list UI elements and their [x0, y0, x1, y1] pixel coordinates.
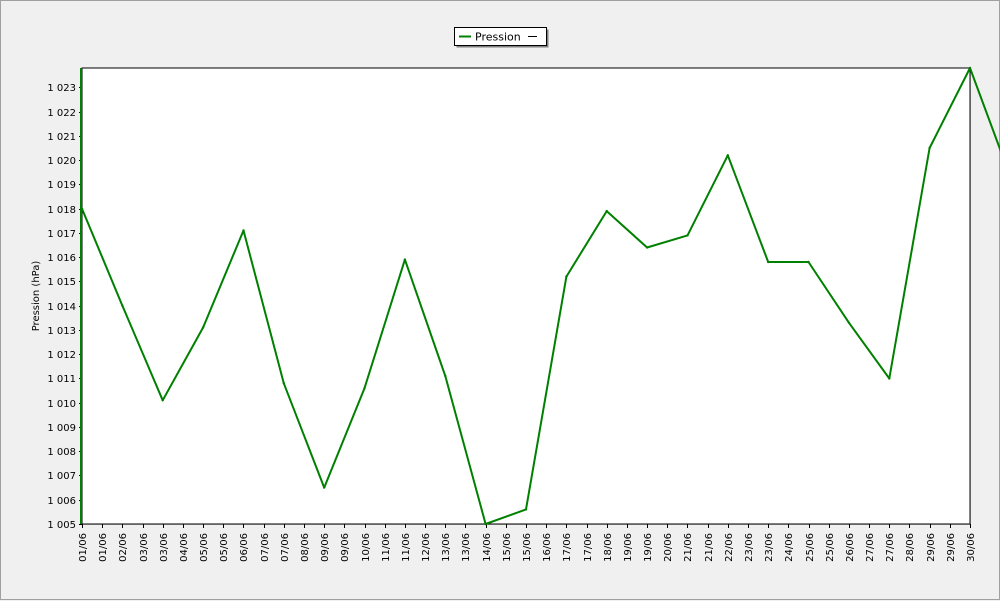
x-tick-label: 04/06 [179, 533, 190, 562]
x-tick-label: 19/06 [623, 533, 634, 562]
x-tick-label: 14/06 [482, 533, 493, 562]
x-tick-label: 09/06 [340, 533, 351, 562]
data-point [968, 66, 972, 70]
x-tick-label: 21/06 [704, 533, 715, 562]
data-point [767, 260, 770, 264]
data-point [847, 321, 851, 324]
data-point [726, 154, 729, 157]
legend-box[interactable] [454, 27, 547, 46]
y-tick-label: 1 012 [47, 350, 76, 361]
y-tick-label: 1 007 [47, 471, 76, 482]
x-tick-label: 13/06 [441, 533, 452, 562]
data-point [888, 377, 891, 380]
data-point [323, 486, 326, 489]
x-tick-label: 03/06 [139, 533, 150, 562]
x-tick-label: 28/06 [905, 533, 916, 562]
x-tick-label: 09/06 [320, 533, 331, 562]
y-tick-label: 1 009 [47, 423, 76, 434]
x-tick-label: 10/06 [361, 533, 372, 562]
data-point [565, 275, 568, 278]
x-tick-label: 02/06 [118, 533, 129, 562]
data-point [363, 387, 366, 390]
x-tick-label: 15/06 [502, 533, 513, 562]
data-point [928, 146, 931, 150]
y-tick-label: 1 006 [47, 496, 76, 507]
x-tick-label: 17/06 [562, 533, 573, 562]
x-tick-label: 17/06 [583, 533, 594, 562]
x-tick-label: 11/06 [401, 533, 412, 562]
x-tick-label: 12/06 [421, 533, 432, 562]
y-tick-label: 1 020 [47, 156, 76, 167]
x-axis: 01/06 01/06 02/06 03/06 03/06 04/06 05/06 05/06… [78, 524, 977, 562]
x-tick-label: 23/06 [764, 533, 775, 562]
series-group [80, 66, 1000, 526]
x-tick-label: 03/06 [159, 533, 170, 562]
data-point [645, 246, 649, 249]
series-line [81, 67, 1000, 525]
x-tick-label: 08/06 [300, 533, 311, 562]
x-tick-label: 13/06 [461, 533, 472, 562]
y-tick-label: 1 008 [47, 447, 76, 458]
x-tick-label: 24/06 [784, 533, 795, 562]
legend[interactable]: Pression [454, 27, 549, 48]
y-tick-label: 1 021 [47, 132, 76, 143]
x-tick-label: 21/06 [683, 533, 694, 562]
x-tick-label: 26/06 [845, 533, 856, 562]
data-point [524, 508, 528, 511]
y-axis: 1 005 1 006 1 007 1 008 1 009 1 010 1 011 1 012… [47, 83, 82, 531]
y-tick-label: 1 010 [47, 399, 76, 410]
x-tick-label: 07/06 [280, 533, 291, 562]
data-point [807, 260, 810, 264]
y-tick-label: 1 015 [47, 277, 76, 288]
x-tick-label: 16/06 [542, 533, 553, 562]
x-tick-label: 11/06 [381, 533, 392, 562]
x-tick-label: 22/06 [724, 533, 735, 562]
x-tick-label: 05/06 [199, 533, 210, 562]
data-point [444, 374, 447, 378]
y-tick-label: 1 014 [47, 302, 76, 313]
x-tick-label: 27/06 [885, 533, 896, 562]
x-tick-label: 29/06 [926, 533, 937, 562]
x-tick-label: 27/06 [865, 533, 876, 562]
x-tick-label: 19/06 [643, 533, 654, 562]
x-tick-label: 30/06 [966, 533, 977, 562]
x-tick-label: 29/06 [946, 533, 957, 562]
y-tick-label: 1 016 [47, 253, 76, 264]
y-tick-label: 1 013 [47, 326, 76, 337]
y-tick-label: 1 018 [47, 205, 76, 216]
y-tick-label: 1 011 [47, 374, 76, 385]
data-point [403, 258, 407, 261]
data-point [686, 234, 689, 237]
x-tick-label: 23/06 [744, 533, 755, 562]
x-tick-label: 25/06 [805, 533, 816, 562]
y-tick-label: 1 023 [47, 83, 76, 94]
data-point [605, 209, 608, 213]
data-point [484, 522, 487, 526]
y-tick-label: 1 017 [47, 229, 76, 240]
x-tick-label: 05/06 [219, 533, 230, 562]
data-point [121, 304, 124, 307]
y-tick-label: 1 022 [47, 108, 76, 119]
x-tick-label: 01/06 [98, 533, 109, 562]
x-tick-label: 15/06 [522, 533, 533, 562]
x-tick-label: 18/06 [603, 533, 614, 562]
y-axis-title: Pression (hPa) [31, 261, 42, 332]
x-tick-label: 20/06 [663, 533, 674, 562]
x-tick-label: 06/06 [239, 533, 250, 562]
data-point [282, 382, 285, 385]
y-tick-label: 1 005 [47, 520, 76, 531]
x-tick-label: 07/06 [260, 533, 271, 562]
plot-area [81, 67, 971, 525]
data-point [161, 399, 164, 402]
legend-label: Pression [475, 31, 521, 44]
y-tick-label: 1 019 [47, 180, 76, 191]
x-tick-label: 25/06 [825, 533, 836, 562]
data-point [201, 326, 205, 329]
x-tick-label: 01/06 [78, 533, 89, 562]
data-point [242, 229, 245, 232]
